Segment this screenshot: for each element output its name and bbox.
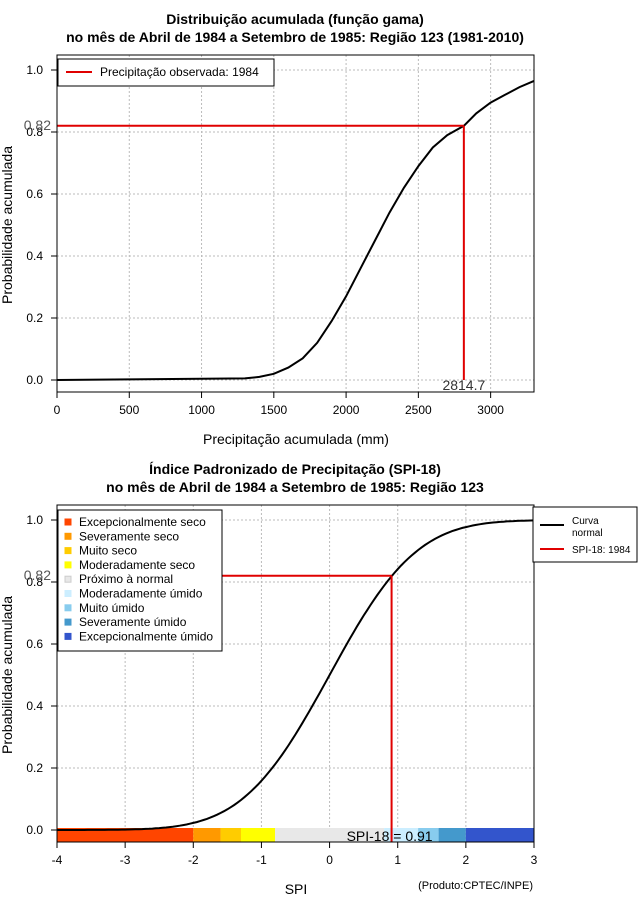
- chart2-x-tick-label: -3: [120, 853, 131, 867]
- chart1-x-tick-label: 2000: [333, 403, 360, 417]
- chart1-x-tick-label: 2500: [405, 403, 432, 417]
- chart2-y-tick-label: 0.8: [26, 575, 43, 589]
- chart1-observed-probability-label: 0.82: [24, 117, 51, 133]
- chart2-spi-value-label: SPI-18 = 0.91: [347, 828, 433, 844]
- chart2-x-tick-label: -4: [52, 853, 63, 867]
- chart2-band-segment: [418, 828, 439, 842]
- chart2-x-tick-label: -1: [256, 853, 267, 867]
- chart2-observed-probability-label: 0.82: [24, 567, 51, 583]
- chart2-legend-normal-curve-label: Curva normal: [572, 516, 603, 539]
- chart1-legend: Precipitação observada: 1984: [57, 58, 275, 87]
- chart2-legend-swatch-icon: [64, 547, 72, 555]
- chart1-gamma-curve: [56, 79, 535, 381]
- chart2-band-segment: [438, 828, 466, 842]
- chart2-x-tick-label: -2: [188, 853, 199, 867]
- chart2-legend-swatch-icon: [64, 575, 72, 583]
- chart2-legend-category-label: Muito seco: [79, 544, 137, 558]
- chart1-y-tick-label: 0.4: [26, 249, 43, 263]
- chart2-y-tick-label: 0.2: [26, 761, 43, 775]
- chart2-y-tick-label: 0.0: [26, 823, 43, 837]
- chart2-band-segment: [465, 828, 534, 842]
- chart2-legend-swatch-icon: [64, 604, 72, 612]
- chart2-credit-text: (Produto:CPTEC/INPE): [418, 880, 533, 892]
- chart1-x-tick-label: 1000: [188, 403, 215, 417]
- chart-gamma-distribution: Distribuição acumulada (função gama) no …: [0, 11, 535, 447]
- chart1-y-tick-label: 0.0: [26, 373, 43, 387]
- chart2-x-tick-label: 3: [531, 853, 538, 867]
- chart1-x-tick-label: 3000: [477, 403, 504, 417]
- chart2-band-segment: [220, 828, 241, 842]
- chart2-legend-swatch-icon: [64, 618, 72, 626]
- chart1-y-tick-label: 0.8: [26, 125, 43, 139]
- chart2-y-tick-label: 0.6: [26, 637, 43, 651]
- chart2-legend-swatch-icon: [64, 518, 72, 526]
- chart1-x-tick-label: 500: [119, 403, 139, 417]
- chart1-y-axis-label: Probabilidade acumulada: [0, 146, 15, 304]
- chart2-legend-category-label: Próximo à normal: [79, 572, 173, 586]
- chart2-y-tick-label: 0.4: [26, 699, 43, 713]
- chart1-x-tick-label: 1500: [260, 403, 287, 417]
- chart2-band-segment: [384, 828, 419, 842]
- chart2-legend-category-label: Moderadamente seco: [79, 558, 195, 572]
- chart2-x-tick-label: 0: [326, 853, 333, 867]
- chart2-x-tick-label: 2: [463, 853, 470, 867]
- chart1-ticks: 0 500 1000 1500 2000 2500 3000 0.0 0.2 0.4 0.6 0.8 1…: [26, 63, 504, 417]
- chart2-category-legend-box: [57, 509, 223, 652]
- chart1-y-tick-label: 1.0: [26, 63, 43, 77]
- chart2-legend-spi-label: SPI-18: 1984: [572, 545, 631, 556]
- chart1-x-tick-label: 0: [54, 403, 61, 417]
- chart2-ticks: -4 -3 -2 -1 0 1 2 3 0.0 0.2 0.4 0.6 0.8 1.0: [26, 513, 537, 867]
- chart2-legend-swatch-icon: [64, 632, 72, 640]
- chart1-observed-precipitation-label: 2814.7: [442, 377, 485, 393]
- chart2-normal-curve: [57, 519, 535, 831]
- chart2-legend-category-label: Muito úmido: [79, 601, 145, 615]
- chart2-title-line1: Índice Padronizado de Precipitação (SPI-…: [149, 461, 441, 477]
- chart2-category-color-bar: [57, 828, 534, 842]
- chart1-legend-box: [57, 58, 275, 87]
- chart2-band-segment: [240, 828, 276, 842]
- chart2-legend-swatch-icon: [64, 561, 72, 569]
- chart2-legend-swatch-icon: [64, 590, 72, 597]
- chart2-y-tick-label: 1.0: [26, 513, 43, 527]
- chart2-legend-category-label: Severamente úmido: [79, 615, 187, 629]
- chart2-x-tick-label: 1: [394, 853, 401, 867]
- chart2-band-segment: [57, 828, 194, 842]
- chart2-curve-legend-box: [532, 506, 638, 563]
- chart1-title-line2: no mês de Abril de 1984 a Setembro de 19…: [66, 29, 524, 45]
- chart1-title-line1: Distribuição acumulada (função gama): [166, 11, 424, 27]
- chart2-band-segment: [193, 828, 221, 842]
- chart2-legend-category-label: Severamente seco: [79, 529, 179, 543]
- chart2-title-line2: no mês de Abril de 1984 a Setembro de 19…: [106, 479, 484, 495]
- chart1-grid: [56, 55, 534, 392]
- chart1-legend-label: Precipitação observada: 1984: [100, 65, 259, 79]
- chart2-band-segment: [275, 828, 385, 842]
- chart2-curve-legend: Curva normal SPI-18: 1984: [532, 506, 638, 563]
- chart1-y-tick-label: 0.2: [26, 311, 43, 325]
- chart2-legend-category-label: Moderadamente úmido: [79, 587, 203, 601]
- chart1-y-tick-label: 0.6: [26, 187, 43, 201]
- chart2-plot-frame: [56, 504, 535, 843]
- chart-spi-normal: Índice Padronizado de Precipitação (SPI-…: [0, 461, 638, 897]
- chart1-x-axis-label: Precipitação acumulada (mm): [203, 431, 389, 447]
- chart2-legend-category-label: Excepcionalmente úmido: [79, 629, 213, 643]
- chart2-x-axis-label: SPI: [285, 881, 308, 897]
- chart2-legend-category-label: Excepcionalmente seco: [79, 515, 206, 529]
- chart2-y-axis-label: Probabilidade acumulada: [0, 596, 15, 754]
- chart1-plot-frame: [56, 54, 535, 393]
- chart2-legend-swatch-icon: [64, 532, 72, 540]
